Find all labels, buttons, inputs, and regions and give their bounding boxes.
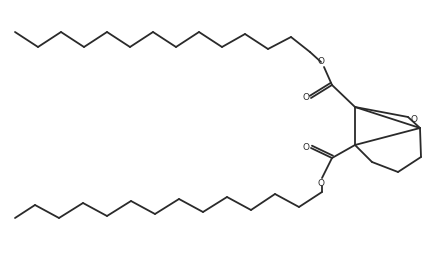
Text: O: O	[317, 178, 325, 188]
Text: O: O	[317, 57, 325, 66]
Text: O: O	[303, 143, 309, 152]
Text: O: O	[303, 94, 309, 102]
Text: O: O	[410, 114, 417, 123]
